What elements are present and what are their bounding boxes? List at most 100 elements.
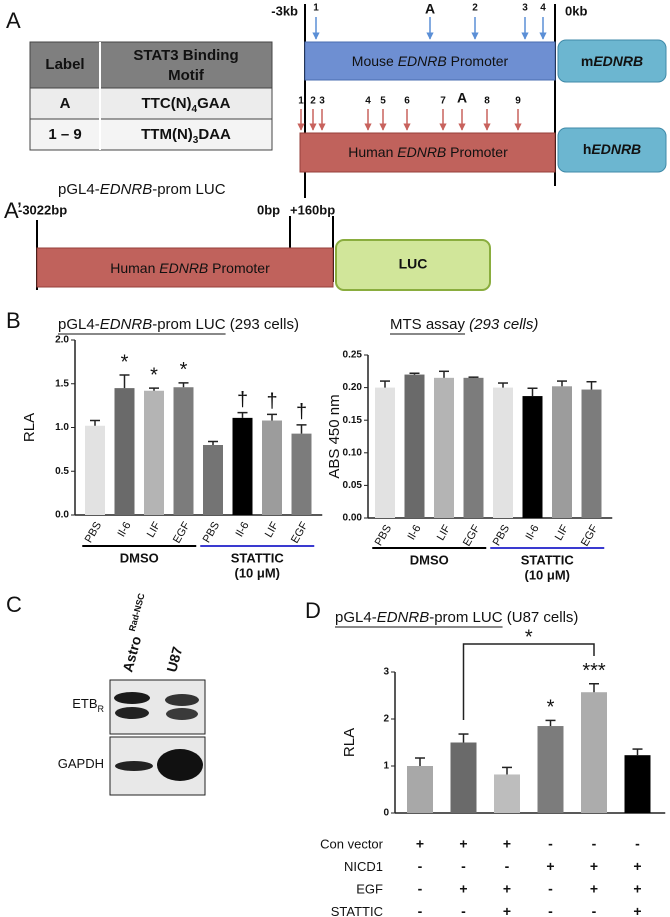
condition-sign: +: [459, 881, 467, 897]
reporter: [335, 239, 491, 291]
condition-sign: -: [418, 881, 423, 897]
promoter-label-part: EDNRB: [397, 144, 446, 160]
construct-title-part: pGL4-: [58, 181, 100, 198]
table-cell: 1 – 9: [48, 126, 81, 143]
annotation: ***: [582, 660, 606, 682]
condition-sign: +: [590, 858, 598, 874]
scale-label: -3022bp: [18, 202, 67, 217]
y-tick-label: 0: [383, 808, 389, 819]
x-tick-label: Il-6: [116, 520, 134, 539]
chart-title-part: MTS assay: [390, 316, 466, 333]
panel-letter: D: [305, 598, 321, 623]
panel-letter: A’: [4, 198, 22, 223]
y-tick-label: 1.0: [55, 422, 69, 433]
table-row-bg: [29, 118, 273, 151]
x-tick-label: Il-6: [406, 523, 424, 542]
mouse-promoter: [304, 41, 556, 81]
promoter-label-part: Human: [110, 260, 159, 276]
condition-label: NICD1: [344, 859, 383, 874]
table-cell: TTM(N)3DAA: [141, 126, 231, 146]
lane-label: U87: [163, 645, 185, 674]
annotation: †: [296, 401, 307, 423]
scale-label: 0kb: [565, 3, 587, 18]
y-tick-label: 0.05: [343, 480, 363, 491]
condition-sign: -: [548, 881, 553, 897]
lane-sup: Rad-NSC: [127, 592, 147, 633]
table-cell: TTC(N)4GAA: [142, 95, 231, 115]
chart-title-part: (293 cells): [465, 316, 538, 333]
site-label: 2: [472, 3, 478, 14]
group-label: DMSO: [410, 552, 449, 567]
construct-title-part: -prom LUC: [152, 181, 226, 198]
x-tick-label: PBS: [83, 520, 104, 545]
motif: GAA: [197, 95, 231, 112]
condition-sign: -: [635, 836, 640, 852]
condition-sign: +: [416, 836, 424, 852]
promoter-label: Mouse EDNRB Promoter: [352, 53, 509, 69]
site-label: 3: [319, 96, 325, 107]
band: [115, 761, 153, 771]
chart-title: pGL4-EDNRB-prom LUC (293 cells): [58, 316, 299, 333]
bar: [173, 387, 194, 515]
promoter-label-part: Promoter: [446, 144, 508, 160]
promoter-label-part: Mouse: [352, 53, 398, 69]
bar: [581, 692, 607, 813]
x-tick-label: PBS: [201, 520, 222, 545]
x-tick-label: EGF: [579, 523, 601, 549]
chart-title-part: -prom LUC: [429, 609, 503, 626]
scale-label: +160bp: [290, 202, 335, 217]
x-tick-label: Il-6: [234, 520, 252, 539]
panel-letter: B: [6, 308, 21, 333]
site-label: 5: [380, 96, 386, 107]
condition-label: EGF: [356, 881, 383, 896]
row-name: ETB: [72, 696, 97, 711]
table-header: STAT3 Binding Motif: [133, 47, 238, 84]
annotation: *: [547, 697, 555, 719]
motif-sub: 3: [193, 135, 199, 146]
y-tick-label: 0.10: [343, 447, 363, 458]
bar: [494, 774, 520, 813]
promoter-label: Human EDNRB Promoter: [110, 260, 270, 276]
lane-name: Astro: [119, 631, 145, 674]
bar: [522, 396, 543, 518]
condition-sign: +: [503, 881, 511, 897]
promoter-label-part: Promoter: [447, 53, 509, 69]
human-promoter: [299, 132, 556, 173]
site-label: 3: [522, 3, 528, 14]
blot-panel: [109, 679, 206, 735]
y-tick-label: 0.0: [55, 510, 69, 521]
bar: [407, 766, 433, 813]
site-label: 2: [310, 96, 316, 107]
bar: [404, 374, 425, 518]
bar: [537, 726, 564, 813]
motif: TTM(N): [141, 126, 193, 143]
y-axis-label: ABS 450 nm: [326, 394, 343, 478]
x-tick-label: LIF: [263, 520, 281, 540]
chart-title-part: (U87 cells): [503, 609, 579, 626]
construct-title-part: EDNRB: [100, 181, 153, 198]
condition-sign: -: [461, 858, 466, 874]
chart-title-part: (293 cells): [226, 316, 299, 333]
band: [165, 694, 199, 706]
panel-letter: A: [6, 8, 21, 33]
bracket: [462, 643, 595, 721]
condition-sign: +: [459, 836, 467, 852]
bar: [581, 389, 602, 518]
x-tick-label: PBS: [491, 523, 512, 548]
motif: DAA: [198, 126, 231, 143]
bar: [493, 387, 513, 518]
condition-sign: -: [592, 903, 597, 917]
group-label: STATTIC: [231, 550, 285, 565]
chart-title-part: pGL4-: [335, 609, 377, 626]
bar: [114, 388, 135, 515]
bar: [450, 742, 477, 813]
condition-sign: -: [592, 836, 597, 852]
chart-title: MTS assay (293 cells): [390, 316, 538, 333]
y-tick-label: 2.0: [55, 335, 69, 346]
y-axis-label: RLA: [21, 413, 38, 442]
annotation: †: [237, 389, 248, 411]
site-label: A: [425, 1, 435, 17]
condition-sign: +: [503, 836, 511, 852]
bar: [552, 386, 572, 518]
x-tick-label: LIF: [145, 520, 163, 540]
